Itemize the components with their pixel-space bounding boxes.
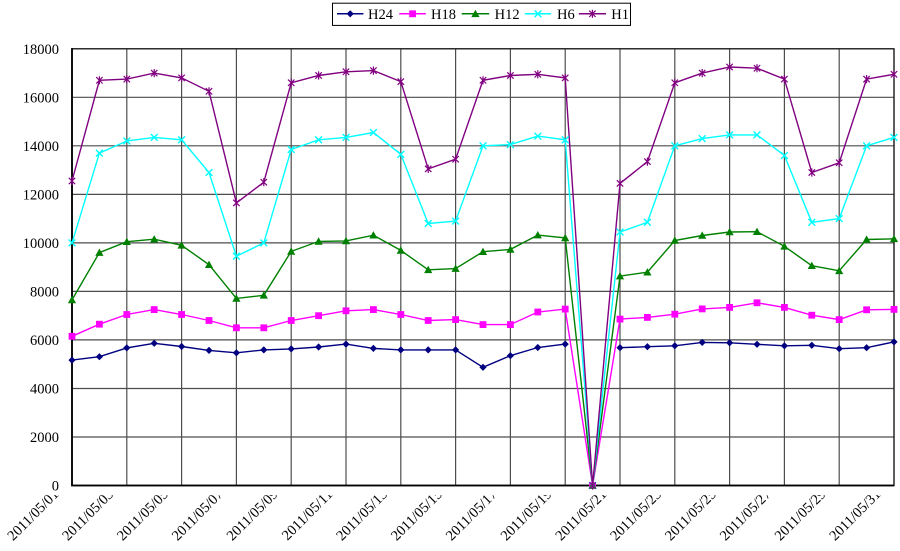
- svg-text:8000: 8000: [30, 284, 59, 300]
- svg-text:H24: H24: [368, 7, 394, 23]
- svg-text:4000: 4000: [30, 382, 59, 398]
- svg-text:16000: 16000: [23, 90, 59, 106]
- svg-text:H12: H12: [495, 7, 520, 23]
- svg-text:6000: 6000: [30, 333, 59, 349]
- svg-text:12000: 12000: [23, 187, 59, 203]
- svg-text:0: 0: [52, 479, 59, 495]
- svg-text:10000: 10000: [23, 236, 59, 252]
- svg-text:H6: H6: [557, 7, 575, 23]
- svg-text:18000: 18000: [23, 42, 59, 58]
- svg-text:14000: 14000: [23, 139, 59, 155]
- svg-text:H18: H18: [431, 7, 456, 23]
- svg-text:2000: 2000: [30, 430, 59, 446]
- svg-text:H1: H1: [611, 7, 629, 23]
